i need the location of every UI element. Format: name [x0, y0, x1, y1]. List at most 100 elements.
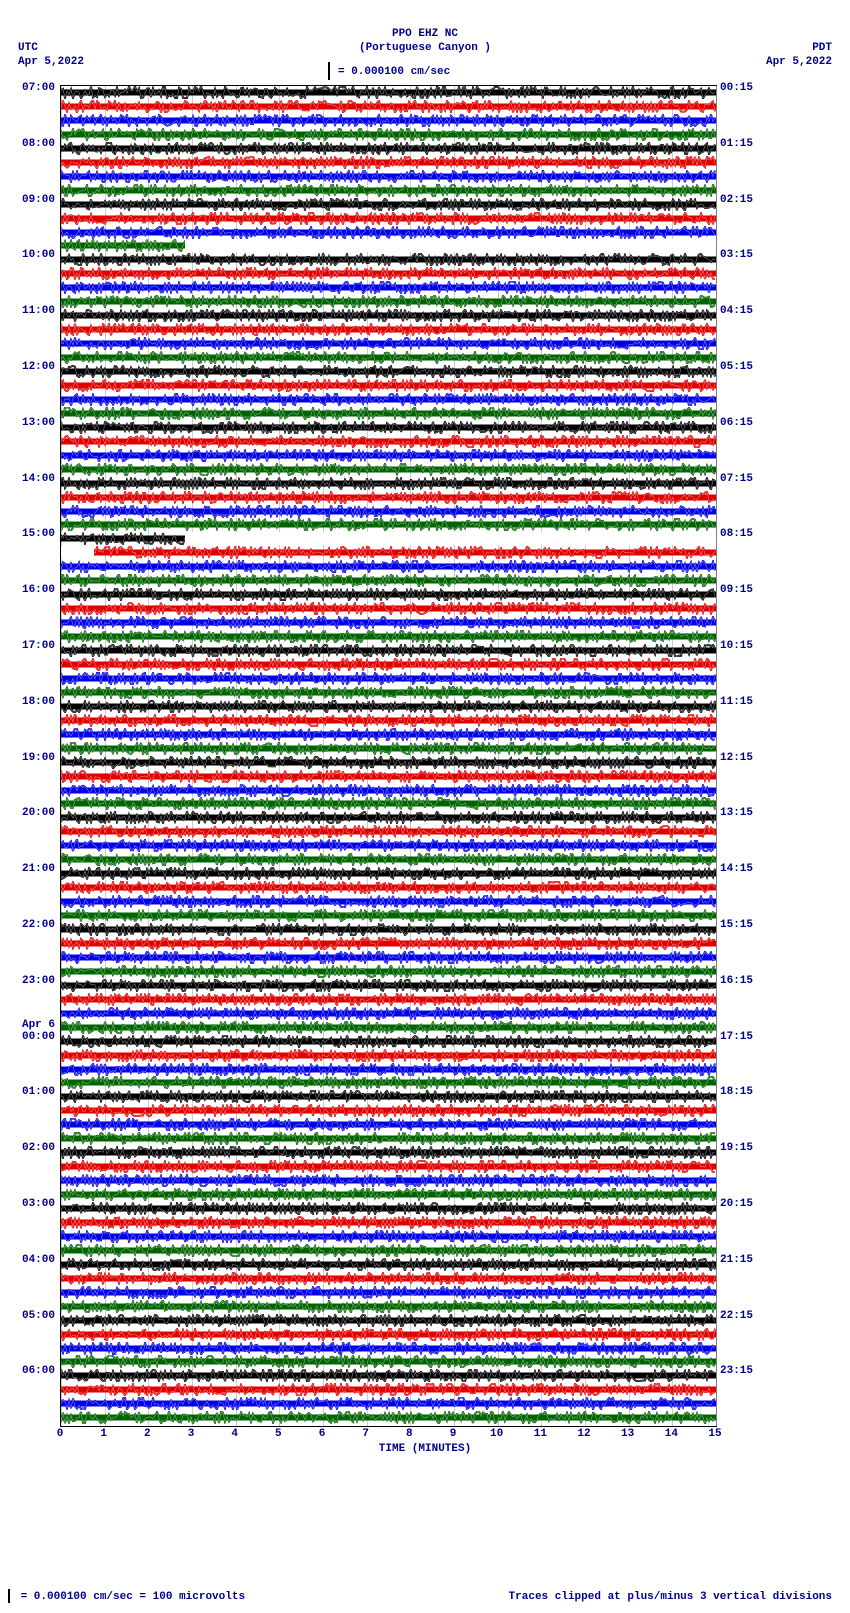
seismic-trace — [61, 463, 716, 476]
utc-time-label: 03:00 — [0, 1198, 55, 1210]
data-gap — [185, 532, 716, 545]
footer-clip-note: Traces clipped at plus/minus 3 vertical … — [509, 1591, 832, 1603]
local-time-label: 23:15 — [720, 1365, 753, 1377]
seismic-trace — [61, 491, 716, 504]
scale-text: = 0.000100 cm/sec — [338, 66, 450, 78]
x-tick-label: 4 — [225, 1428, 245, 1440]
seismic-trace — [61, 1063, 716, 1076]
seismic-trace — [61, 351, 716, 364]
gridline-v — [716, 86, 717, 1426]
utc-time-label: 15:00 — [0, 528, 55, 540]
seismic-trace — [61, 630, 716, 643]
local-time-label: 18:15 — [720, 1086, 753, 1098]
local-time-label: 09:15 — [720, 584, 753, 596]
left-timezone: UTC — [18, 42, 38, 54]
seismic-trace — [61, 1146, 716, 1159]
seismic-trace — [61, 226, 716, 239]
data-gap — [185, 239, 716, 252]
location-subtitle: (Portuguese Canyon ) — [0, 42, 850, 54]
seismic-trace — [61, 784, 716, 797]
seismic-trace — [61, 895, 716, 908]
seismogram-plot — [60, 85, 717, 1427]
seismic-trace — [61, 184, 716, 197]
seismic-trace — [61, 881, 716, 894]
x-tick-label: 2 — [137, 1428, 157, 1440]
local-time-label: 21:15 — [720, 1254, 753, 1266]
x-tick-label: 0 — [50, 1428, 70, 1440]
local-time-label: 00:15 — [720, 82, 753, 94]
utc-time-label: 10:00 — [0, 249, 55, 261]
local-time-label: 06:15 — [720, 417, 753, 429]
seismic-trace — [61, 965, 716, 978]
seismic-trace — [61, 909, 716, 922]
seismic-trace — [61, 979, 716, 992]
seismic-trace — [61, 86, 716, 99]
seismic-trace — [61, 1007, 716, 1020]
x-tick-label: 12 — [574, 1428, 594, 1440]
scale-bar-icon — [328, 62, 330, 80]
x-tick-label: 15 — [705, 1428, 725, 1440]
footer-scale-note: = 0.000100 cm/sec = 100 microvolts — [8, 1589, 245, 1603]
seismic-trace — [61, 156, 716, 169]
seismic-trace — [61, 1369, 716, 1382]
right-date: Apr 5,2022 — [766, 56, 832, 68]
utc-time-label: 00:00 — [0, 1031, 55, 1043]
footer-left-text: = 0.000100 cm/sec = 100 microvolts — [21, 1591, 245, 1603]
seismic-trace — [61, 658, 716, 671]
utc-time-label: 11:00 — [0, 305, 55, 317]
utc-time-label: 19:00 — [0, 752, 55, 764]
seismic-trace — [61, 616, 716, 629]
seismic-trace — [61, 1160, 716, 1173]
local-time-label: 19:15 — [720, 1142, 753, 1154]
local-time-label: 03:15 — [720, 249, 753, 261]
seismic-trace — [61, 170, 716, 183]
x-tick-label: 7 — [356, 1428, 376, 1440]
x-tick-label: 6 — [312, 1428, 332, 1440]
seismic-trace — [61, 951, 716, 964]
seismic-trace — [61, 1035, 716, 1048]
x-axis-title: TIME (MINUTES) — [0, 1443, 850, 1455]
seismic-trace — [61, 797, 716, 810]
utc-time-label: 17:00 — [0, 640, 55, 652]
seismic-trace — [61, 700, 716, 713]
seismic-trace — [61, 449, 716, 462]
seismic-trace — [61, 672, 716, 685]
seismic-trace — [61, 1397, 716, 1410]
utc-time-label: 14:00 — [0, 473, 55, 485]
seismic-trace — [61, 212, 716, 225]
seismic-trace — [61, 393, 716, 406]
seismic-trace — [61, 714, 716, 727]
seismic-trace — [61, 811, 716, 824]
seismic-trace — [61, 1076, 716, 1089]
seismic-trace — [61, 853, 716, 866]
local-time-label: 02:15 — [720, 194, 753, 206]
x-tick-label: 8 — [399, 1428, 419, 1440]
local-time-label: 12:15 — [720, 752, 753, 764]
data-gap — [61, 546, 94, 559]
seismic-trace — [61, 379, 716, 392]
local-time-label: 04:15 — [720, 305, 753, 317]
utc-time-label: 23:00 — [0, 975, 55, 987]
local-time-label: 11:15 — [720, 696, 753, 708]
seismic-trace — [61, 198, 716, 211]
seismic-trace — [61, 937, 716, 950]
seismic-trace — [61, 128, 716, 141]
seismic-trace — [61, 1118, 716, 1131]
seismic-trace — [61, 365, 716, 378]
right-timezone: PDT — [812, 42, 832, 54]
seismic-trace — [61, 1314, 716, 1327]
seismic-trace — [61, 1411, 716, 1424]
seismic-trace — [61, 1355, 716, 1368]
utc-time-label: 20:00 — [0, 807, 55, 819]
seismic-trace — [61, 253, 716, 266]
seismic-trace — [61, 1342, 716, 1355]
local-time-label: 07:15 — [720, 473, 753, 485]
seismic-trace — [61, 337, 716, 350]
x-tick-label: 10 — [487, 1428, 507, 1440]
seismic-trace — [61, 686, 716, 699]
seismic-trace — [61, 1188, 716, 1201]
utc-time-label: 12:00 — [0, 361, 55, 373]
utc-time-label: 08:00 — [0, 138, 55, 150]
local-time-label: 14:15 — [720, 863, 753, 875]
seismic-trace — [61, 1104, 716, 1117]
